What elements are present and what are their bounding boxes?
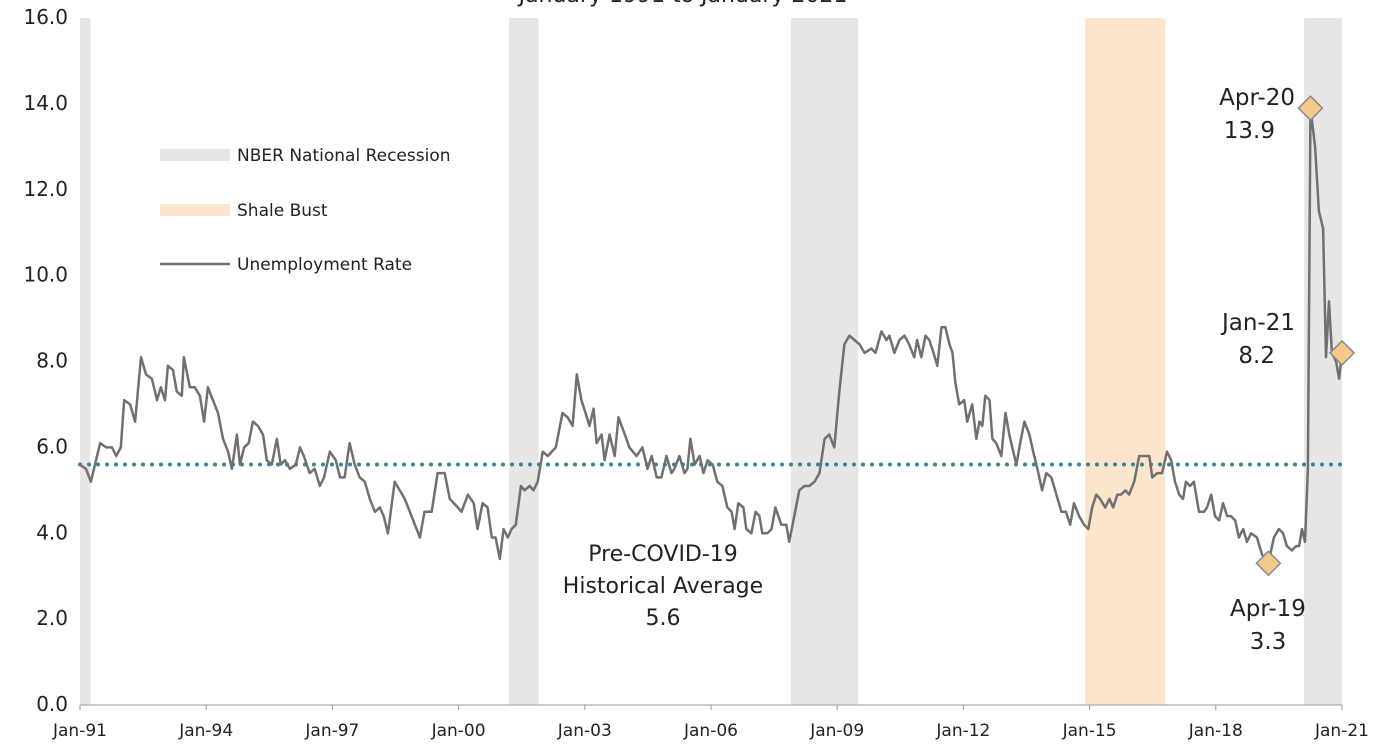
y-tick-label: 12.0 bbox=[23, 177, 68, 201]
y-tick-label: 8.0 bbox=[36, 349, 68, 373]
chart-subtitle: January 1991 to January 2021 bbox=[517, 0, 848, 8]
x-tick-label: Jan-18 bbox=[1188, 721, 1243, 741]
x-tick-label: Jan-03 bbox=[557, 721, 612, 741]
highlight-marker bbox=[1255, 550, 1282, 577]
highlight-label: Apr-20 bbox=[1219, 85, 1295, 111]
x-tick-label: Jan-06 bbox=[683, 721, 738, 741]
average-value: 5.6 bbox=[646, 606, 681, 631]
y-tick-label: 4.0 bbox=[36, 520, 68, 544]
highlight-marker bbox=[1328, 339, 1356, 366]
y-tick-label: 6.0 bbox=[36, 434, 68, 458]
x-tick-label: Jan-00 bbox=[431, 721, 486, 741]
x-tick-label: Jan-97 bbox=[304, 721, 359, 741]
y-tick-label: 14.0 bbox=[23, 91, 68, 115]
band bbox=[509, 18, 539, 705]
highlight-label: Jan-21 bbox=[1220, 310, 1295, 336]
line bbox=[79, 106, 1344, 565]
legend-swatch bbox=[160, 204, 230, 216]
x-tick-label: Jan-21 bbox=[1314, 721, 1369, 741]
y-tick-label: 16.0 bbox=[23, 5, 68, 29]
x-tick-label: Jan-12 bbox=[935, 721, 990, 741]
legend-label: Shale Bust bbox=[237, 201, 328, 221]
average-label: Pre-COVID-19 bbox=[588, 542, 738, 567]
y-tick-label: 2.0 bbox=[36, 606, 68, 630]
legend-label: NBER National Recession bbox=[237, 146, 451, 166]
highlight-label: Apr-19 bbox=[1230, 596, 1306, 622]
y-tick-label: 0.0 bbox=[36, 692, 68, 716]
highlight-marker bbox=[1297, 95, 1324, 122]
y-tick-label: 10.0 bbox=[23, 263, 68, 287]
average-label: Historical Average bbox=[563, 574, 763, 599]
band bbox=[80, 18, 91, 705]
legend-swatch bbox=[160, 149, 230, 161]
highlight-value: 8.2 bbox=[1238, 343, 1275, 369]
x-tick-label: Jan-91 bbox=[52, 721, 107, 741]
band bbox=[1085, 18, 1166, 705]
x-tick-label: Jan-09 bbox=[809, 721, 864, 741]
highlight-value: 3.3 bbox=[1250, 629, 1287, 655]
x-tick-label: Jan-15 bbox=[1062, 721, 1117, 741]
highlight-value: 13.9 bbox=[1224, 118, 1275, 144]
x-tick-label: Jan-94 bbox=[178, 721, 233, 741]
legend-label: Unemployment Rate bbox=[237, 255, 412, 275]
band bbox=[790, 18, 859, 705]
